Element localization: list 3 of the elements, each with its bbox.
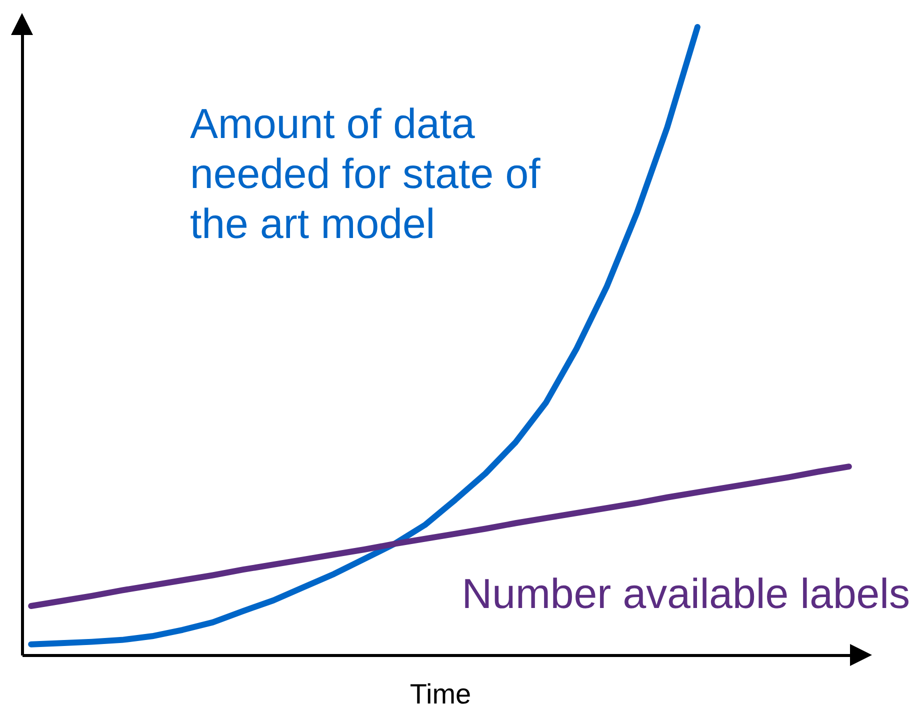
x-axis-title: Time [410,678,472,710]
series-label: Amount of data needed for state of the art model [190,100,541,247]
series-label: Number available labels [462,570,910,617]
